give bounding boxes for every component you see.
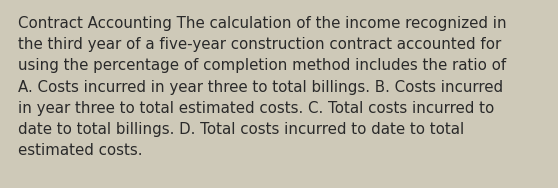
- Text: Contract Accounting The calculation of the income recognized in
the third year o: Contract Accounting The calculation of t…: [18, 16, 507, 158]
